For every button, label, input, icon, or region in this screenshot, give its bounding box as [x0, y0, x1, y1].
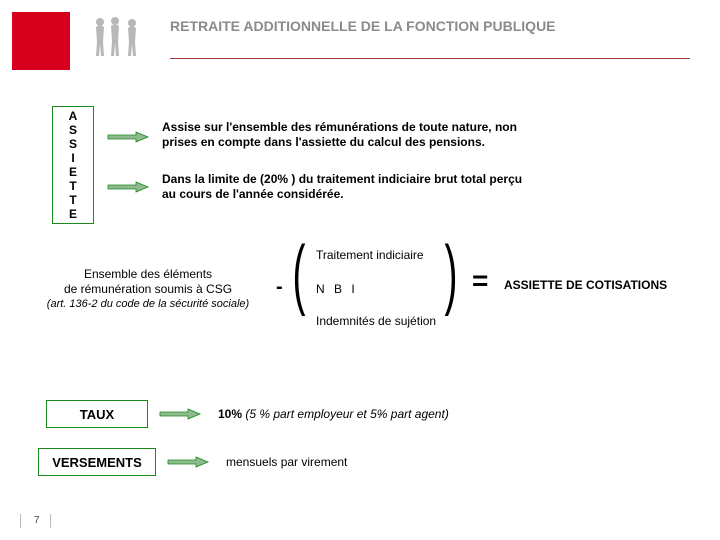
formula-left-line3: (art. 136-2 du code de la sécurité socia…: [28, 297, 268, 312]
minus-icon: -: [276, 276, 283, 299]
assiette-letter: E: [69, 207, 77, 221]
bullet-2: Dans la limite de (20% ) du traitement i…: [162, 172, 532, 202]
taux-detail: (5 % part employeur et 5% part agent): [245, 407, 448, 421]
assiette-letter: A: [69, 109, 78, 123]
logo-red-square: [12, 12, 70, 70]
taux-text: 10% (5 % part employeur et 5% part agent…: [218, 407, 449, 421]
versements-label-box: VERSEMENTS: [38, 448, 156, 476]
title-underline: [170, 58, 690, 59]
assiette-letter: S: [69, 123, 77, 137]
formula-center-row2: N B I: [316, 282, 358, 296]
brace-open-icon: (: [292, 234, 305, 312]
arrow-icon: [108, 182, 148, 192]
equals-icon: =: [472, 271, 488, 291]
arrow-icon: [108, 132, 148, 142]
assiette-letter: I: [71, 151, 74, 165]
page-bar-right: [50, 514, 51, 528]
people-silhouettes-icon: [90, 14, 146, 58]
versements-detail: mensuels par virement: [226, 455, 347, 469]
taux-label-box: TAUX: [46, 400, 148, 428]
arrow-icon: [168, 457, 208, 467]
versements-label: VERSEMENTS: [52, 455, 142, 470]
formula-result: ASSIETTE DE COTISATIONS: [504, 278, 714, 293]
bullet-1: Assise sur l'ensemble des rémunérations …: [162, 120, 532, 150]
assiette-letter: T: [69, 193, 76, 207]
assiette-letter: T: [69, 179, 76, 193]
arrow-icon: [160, 409, 200, 419]
formula-left-line1: Ensemble des éléments: [28, 267, 268, 282]
formula-left-line2: de rémunération soumis à CSG: [28, 282, 268, 297]
formula-center-row1: Traitement indiciaire: [316, 248, 424, 262]
formula-left: Ensemble des éléments de rémunération so…: [28, 267, 268, 312]
assiette-letter: E: [69, 165, 77, 179]
page-number: 7: [34, 515, 40, 526]
assiette-letter: S: [69, 137, 77, 151]
formula-center-row3: Indemnités de sujétion: [316, 314, 436, 328]
taux-strong: 10%: [218, 407, 242, 421]
page-title: RETRAITE ADDITIONNELLE DE LA FONCTION PU…: [170, 18, 556, 34]
page-bar-left: [20, 514, 21, 528]
versements-text: mensuels par virement: [226, 455, 347, 469]
header: RETRAITE ADDITIONNELLE DE LA FONCTION PU…: [0, 0, 720, 68]
assiette-vertical-box: A S S I E T T E: [52, 106, 94, 224]
taux-label: TAUX: [80, 407, 114, 422]
brace-close-icon: ): [444, 234, 457, 312]
